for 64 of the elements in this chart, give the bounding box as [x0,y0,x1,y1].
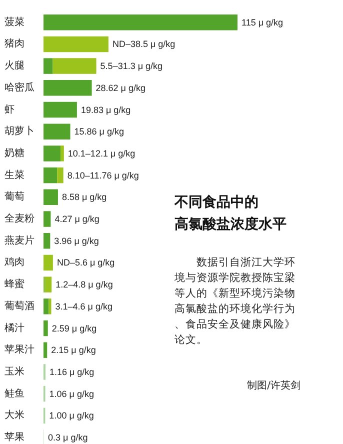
data-label: 8.58 μ g/kg [62,192,107,202]
text: 制图/许英剑 [247,380,301,392]
bar [44,189,58,206]
y-tick-label: 葡萄酒 [4,300,34,312]
data-label: 2.59 μ g/kg [52,323,97,334]
y-tick-label: 鸡肉 [4,257,24,268]
bar [44,124,70,140]
bar [48,298,52,314]
bar [44,167,58,184]
bar [44,211,51,227]
bar [44,14,238,30]
y-tick-label: 蜂蜜 [4,278,24,290]
data-label: 10.1–12.1 μ g/kg [68,148,136,158]
data-label: 5.5–31.3 μ g/kg [100,61,163,72]
y-tick-label: 大米 [4,409,24,422]
data-label: 1.06 μ g/kg [49,388,94,399]
y-tick-label: 奶糖 [4,146,24,159]
y-tick-label: 哈密瓜 [4,81,34,94]
bar [44,58,53,74]
y-tick-label: 玉米 [4,365,24,378]
data-label: 1.16 μ g/kg [49,366,94,377]
data-label: 8.10–11.76 μ g/kg [67,170,139,180]
data-label: 1.00 μ g/kg [49,410,94,421]
data-label: 1.2–4.8 μ g/kg [56,280,113,290]
y-tick-label: 火腿 [4,60,24,72]
data-label: 2.15 μ g/kg [51,345,96,356]
y-tick-label: 苹果汁 [4,344,34,356]
annotation: 数据引自浙江大学环境与资源学院教授陈宝梁等人的《新型环境污染物高氯酸盐的环境化学行为、食品安全及健康风险》论文。 [174,256,296,346]
y-tick-label: 燕麦片 [4,234,34,246]
text: 不同食品中的 [174,194,258,210]
y-tick-label: 全麦粉 [4,212,34,225]
data-label: 28.62 μ g/kg [96,82,146,93]
bar [44,320,48,336]
text: 高氯酸盐浓度水平 [174,216,286,232]
y-tick-label: 猪肉 [4,38,24,50]
bar [44,232,50,249]
bar [44,80,92,96]
bar [44,146,61,162]
data-label: ND–38.5 μ g/kg [112,39,176,50]
bar [44,254,53,271]
y-tick-label: 鲑鱼 [4,387,24,400]
bar [44,298,49,314]
bar [52,58,96,74]
y-tick-label: 胡萝卜 [4,125,34,138]
y-tick-label: 生菜 [4,168,24,181]
data-label: 115 μ g/kg [242,17,284,28]
bar [44,102,77,118]
y-tick-label: 菠菜 [4,16,24,28]
data-label: ND–5.6 μ g/kg [56,258,115,268]
data-label: 0.3 μ g/kg [48,432,88,443]
y-tick-label: 葡萄 [4,190,24,203]
data-label: 3.1–4.6 μ g/kg [55,301,112,312]
data-label: 4.27 μ g/kg [54,214,100,224]
data-label: 19.83 μ g/kg [80,104,131,115]
bar [60,146,64,162]
y-tick-label: 橘汁 [4,322,24,334]
y-tick-label: 苹果 [4,431,24,444]
data-label: 15.86 μ g/kg [74,126,124,137]
bar [57,167,64,184]
bar [46,276,52,292]
bar [44,36,108,52]
data-label: 3.96 μ g/kg [54,236,99,246]
bar [44,342,48,358]
y-tick-label: 虾 [4,103,14,116]
